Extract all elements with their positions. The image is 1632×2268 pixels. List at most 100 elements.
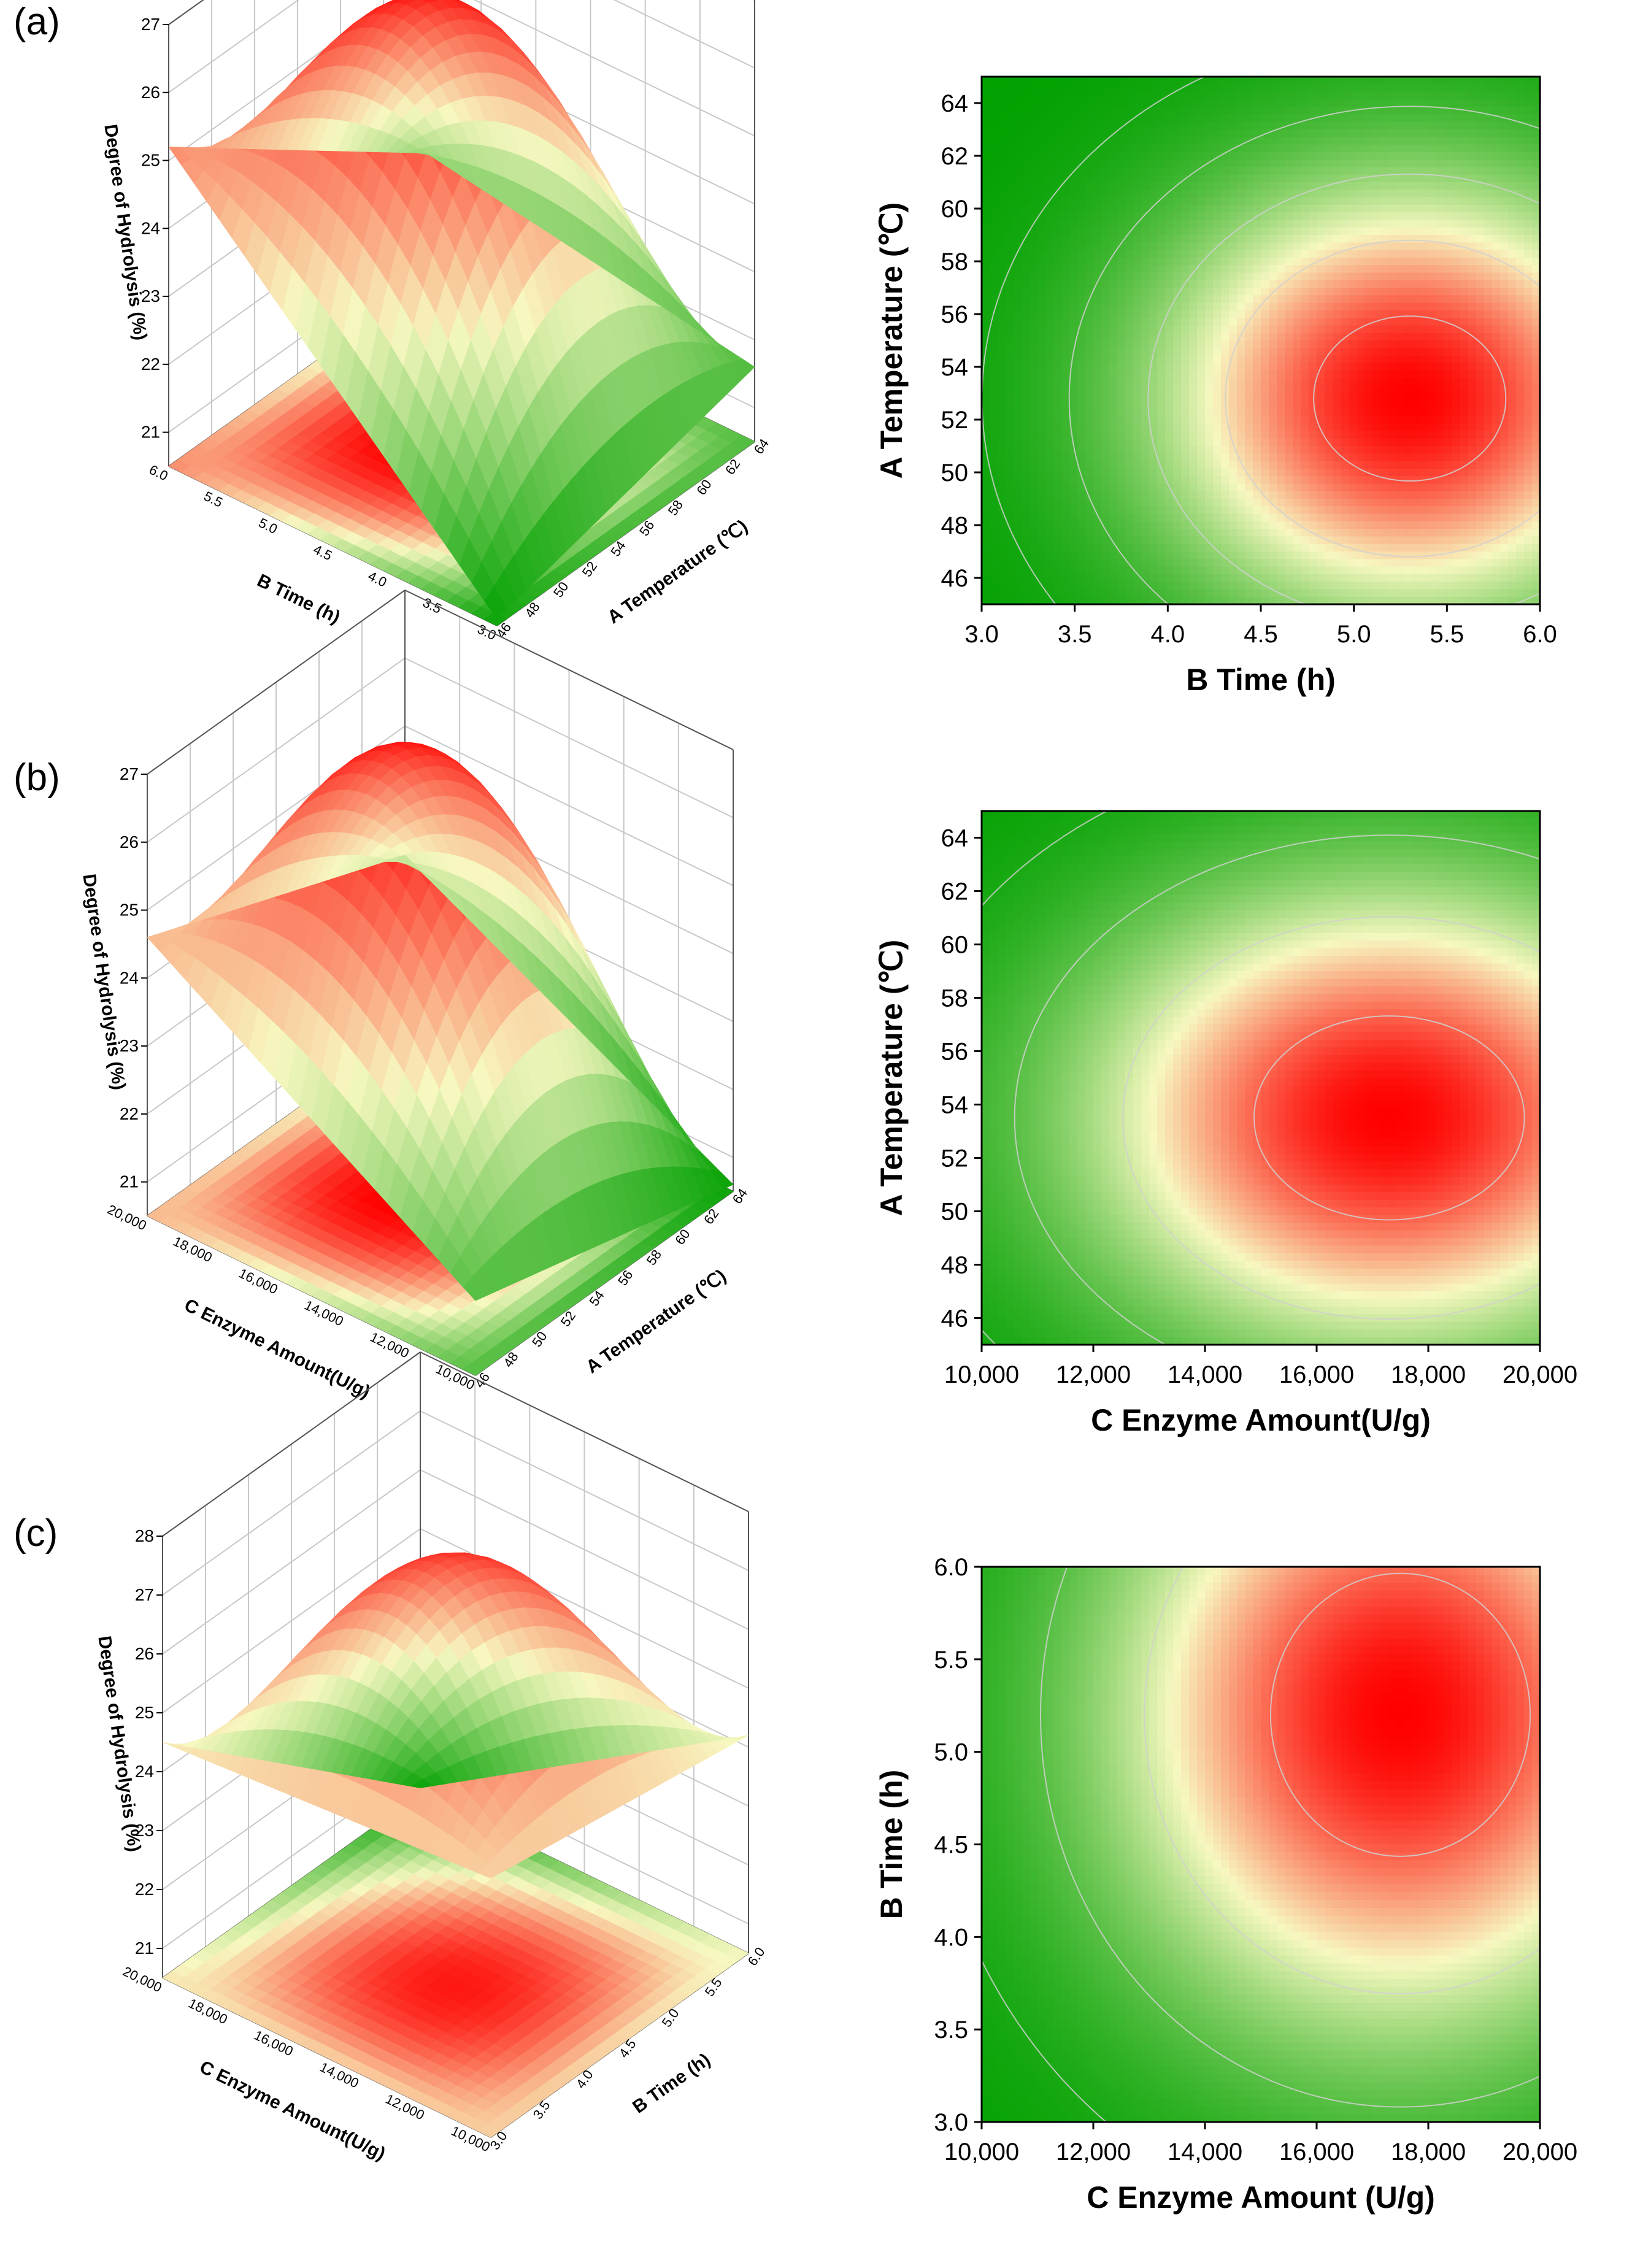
heatmap-cell [1197, 99, 1206, 107]
heatmap-cell [1269, 310, 1277, 318]
heatmap-cell [1109, 491, 1118, 499]
heatmap-cell [1197, 227, 1206, 236]
heatmap-cell [1213, 582, 1222, 590]
heatmap-cell [1285, 182, 1293, 190]
heatmap-cell [1221, 272, 1230, 281]
heatmap-cell [1213, 107, 1222, 115]
heatmap-cell [1157, 137, 1166, 145]
heatmap-cell [1189, 529, 1198, 537]
heatmap-cell [1277, 227, 1285, 236]
heatmap-cell [998, 129, 1006, 137]
heatmap-cell [1181, 137, 1190, 145]
heatmap-cell [1205, 431, 1214, 439]
heatmap-cell [1149, 401, 1158, 409]
heatmap-cell [1237, 529, 1245, 537]
heatmap-cell [1125, 152, 1134, 160]
heatmap-cell [1285, 408, 1293, 417]
heatmap-cell [1181, 167, 1190, 175]
heatmap-cell [1125, 529, 1134, 537]
heatmap-cell [1085, 348, 1094, 356]
heatmap-cell [1133, 129, 1142, 137]
heatmap-cell [1006, 310, 1014, 318]
heatmap-cell [1069, 114, 1078, 123]
heatmap-cell [1109, 476, 1118, 485]
heatmap-cell [1245, 393, 1253, 401]
heatmap-cell [1125, 167, 1134, 175]
heatmap-cell [1037, 415, 1046, 424]
heatmap-cell [1269, 160, 1277, 168]
heatmap-cell [1109, 371, 1118, 379]
heatmap-cell [1364, 476, 1373, 485]
heatmap-cell [1349, 310, 1357, 318]
heatmap-cell [1293, 378, 1301, 386]
heatmap-cell [1141, 544, 1150, 552]
heatmap-cell [1157, 574, 1166, 582]
heatmap-cell [1133, 152, 1142, 160]
heatmap-cell [1253, 280, 1261, 288]
heatmap-cell [1245, 355, 1253, 364]
heatmap-cell [1117, 348, 1126, 356]
heatmap-cell [1261, 242, 1269, 251]
heatmap-cell [1125, 552, 1134, 559]
heatmap-cell [1229, 204, 1237, 213]
heatmap-cell [1006, 295, 1014, 304]
heatmap-cell [1014, 220, 1022, 228]
heatmap-cell [1037, 385, 1046, 394]
heatmap-cell [1109, 333, 1118, 341]
heatmap-cell [1173, 257, 1182, 266]
heatmap-cell [1022, 310, 1030, 318]
heatmap-cell [1301, 559, 1309, 567]
heatmap-cell [1309, 423, 1317, 432]
heatmap-cell [1069, 544, 1078, 552]
heatmap-cell [1061, 302, 1070, 311]
heatmap-cell [1149, 77, 1158, 85]
heatmap-cell [1372, 483, 1381, 492]
heatmap-cell [1277, 107, 1285, 115]
heatmap-cell [1277, 476, 1285, 485]
heatmap-cell [1133, 529, 1142, 537]
heatmap-cell [998, 77, 1006, 85]
heatmap-cell [1117, 423, 1126, 432]
heatmap-cell [1006, 446, 1014, 454]
heatmap-cell [1125, 99, 1134, 107]
heatmap-cell [1189, 295, 1198, 304]
heatmap-cell [1301, 513, 1309, 522]
heatmap-cell [1117, 160, 1126, 168]
heatmap-cell [1061, 333, 1070, 341]
heatmap-cell [998, 204, 1006, 213]
heatmap-cell [1149, 182, 1158, 190]
heatmap-cell [1301, 582, 1309, 590]
heatmap-cell [1069, 272, 1078, 281]
heatmap-cell [998, 167, 1006, 175]
heatmap-cell [1022, 513, 1030, 522]
heatmap-cell [1093, 461, 1102, 469]
heatmap-cell [998, 99, 1006, 107]
heatmap-cell [1181, 415, 1190, 424]
heatmap-cell [1253, 160, 1261, 168]
heatmap-cell [1253, 340, 1261, 348]
heatmap-cell [990, 99, 998, 107]
heatmap-cell [1014, 559, 1022, 567]
heatmap-cell [1277, 144, 1285, 153]
heatmap-cell [1357, 431, 1365, 439]
heatmap-cell [1364, 521, 1373, 529]
heatmap-cell [1341, 220, 1349, 228]
heatmap-cell [1341, 423, 1349, 432]
heatmap-cell [998, 431, 1006, 439]
heatmap-cell [1364, 566, 1373, 575]
heatmap-cell [1309, 552, 1317, 559]
heatmap-cell [1173, 408, 1182, 417]
heatmap-cell [1205, 552, 1214, 559]
heatmap-cell [1181, 431, 1190, 439]
heatmap-cell [1006, 355, 1014, 364]
heatmap-cell [1157, 152, 1166, 160]
heatmap-cell [1309, 393, 1317, 401]
heatmap-cell [1261, 152, 1269, 160]
heatmap-cell [1333, 574, 1341, 582]
heatmap-cell [1069, 227, 1078, 236]
heatmap-cell [1261, 378, 1269, 386]
heatmap-cell [1173, 212, 1182, 221]
heatmap-cell [1093, 536, 1102, 545]
heatmap-cell [1285, 318, 1293, 326]
heatmap-cell [1333, 521, 1341, 529]
